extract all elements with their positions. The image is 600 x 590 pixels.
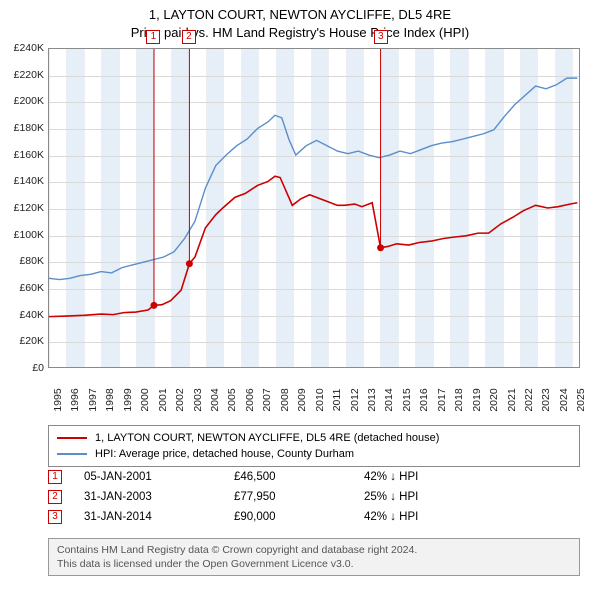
event-number-box: 2	[48, 490, 62, 504]
event-number-box: 3	[48, 510, 62, 524]
title-line2: Price paid vs. HM Land Registry's House …	[0, 24, 600, 42]
event-date: 05-JAN-2001	[84, 471, 234, 483]
x-axis-label: 1999	[122, 388, 134, 411]
y-axis-label: £100K	[2, 229, 44, 241]
event-delta: 25% ↓ HPI	[364, 491, 418, 503]
x-axis-label: 1996	[69, 388, 81, 411]
event-delta: 42% ↓ HPI	[364, 471, 418, 483]
event-row: 2 31-JAN-2003£77,95025% ↓ HPI	[48, 487, 580, 507]
x-axis-label: 2021	[506, 388, 518, 411]
series-property	[49, 176, 577, 316]
y-axis-label: £220K	[2, 69, 44, 81]
x-axis-label: 2007	[261, 388, 273, 411]
series-hpi	[49, 78, 577, 279]
x-axis-label: 1997	[87, 388, 99, 411]
event-price: £46,500	[234, 471, 364, 483]
y-axis-label: £200K	[2, 95, 44, 107]
event-dot	[186, 260, 193, 267]
title-line1: 1, LAYTON COURT, NEWTON AYCLIFFE, DL5 4R…	[0, 6, 600, 24]
chart-title: 1, LAYTON COURT, NEWTON AYCLIFFE, DL5 4R…	[0, 0, 600, 41]
event-marker-box: 1	[146, 30, 160, 44]
event-date: 31-JAN-2014	[84, 511, 234, 523]
y-axis-label: £60K	[2, 282, 44, 294]
y-axis-label: £20K	[2, 335, 44, 347]
x-axis-label: 2006	[244, 388, 256, 411]
legend-label-hpi: HPI: Average price, detached house, Coun…	[95, 448, 354, 460]
y-axis-label: £240K	[2, 42, 44, 54]
footer-attribution: Contains HM Land Registry data © Crown c…	[48, 538, 580, 576]
legend-swatch-property	[57, 437, 87, 439]
legend-swatch-hpi	[57, 453, 87, 455]
x-axis-label: 2005	[226, 388, 238, 411]
x-axis-label: 2009	[296, 388, 308, 411]
x-axis-label: 2000	[139, 388, 151, 411]
x-axis-label: 2002	[174, 388, 186, 411]
footer-line1: Contains HM Land Registry data © Crown c…	[57, 543, 571, 557]
x-axis-label: 1995	[52, 388, 64, 411]
event-delta: 42% ↓ HPI	[364, 511, 418, 523]
event-table: 105-JAN-2001£46,50042% ↓ HPI231-JAN-2003…	[48, 467, 580, 527]
x-axis-label: 2001	[157, 388, 169, 411]
y-axis-label: £40K	[2, 309, 44, 321]
event-number-box: 1	[48, 470, 62, 484]
event-dot	[150, 302, 157, 309]
x-axis-label: 2010	[314, 388, 326, 411]
y-axis-label: £120K	[2, 202, 44, 214]
y-axis-label: £180K	[2, 122, 44, 134]
y-axis-label: £160K	[2, 149, 44, 161]
x-axis-label: 2015	[401, 388, 413, 411]
chart-svg	[49, 49, 579, 367]
y-axis-label: £80K	[2, 255, 44, 267]
event-price: £77,950	[234, 491, 364, 503]
x-axis-label: 2016	[418, 388, 430, 411]
y-axis-label: £140K	[2, 175, 44, 187]
x-axis-label: 2014	[383, 388, 395, 411]
event-marker-box: 3	[374, 30, 388, 44]
x-axis-label: 2020	[488, 388, 500, 411]
x-axis-label: 2003	[192, 388, 204, 411]
x-axis-label: 1998	[104, 388, 116, 411]
event-marker-box: 2	[182, 30, 196, 44]
event-date: 31-JAN-2003	[84, 491, 234, 503]
x-axis-label: 2025	[575, 388, 587, 411]
x-axis-label: 2023	[540, 388, 552, 411]
x-axis-label: 2012	[349, 388, 361, 411]
x-axis-label: 2008	[279, 388, 291, 411]
footer-line2: This data is licensed under the Open Gov…	[57, 557, 571, 571]
event-row: 3 31-JAN-2014£90,00042% ↓ HPI	[48, 507, 580, 527]
event-dot	[377, 244, 384, 251]
event-price: £90,000	[234, 511, 364, 523]
x-axis-label: 2004	[209, 388, 221, 411]
x-axis-label: 2013	[366, 388, 378, 411]
x-axis-label: 2022	[523, 388, 535, 411]
chart-plot-area	[48, 48, 580, 368]
x-axis-label: 2011	[331, 389, 343, 412]
x-axis-label: 2024	[558, 388, 570, 411]
chart-legend: 1, LAYTON COURT, NEWTON AYCLIFFE, DL5 4R…	[48, 425, 580, 467]
y-axis-label: £0	[2, 362, 44, 374]
legend-label-property: 1, LAYTON COURT, NEWTON AYCLIFFE, DL5 4R…	[95, 432, 439, 444]
x-axis-label: 2018	[453, 388, 465, 411]
event-row: 1 05-JAN-2001£46,50042% ↓ HPI	[48, 467, 580, 487]
x-axis-label: 2019	[471, 388, 483, 411]
x-axis-label: 2017	[436, 388, 448, 411]
